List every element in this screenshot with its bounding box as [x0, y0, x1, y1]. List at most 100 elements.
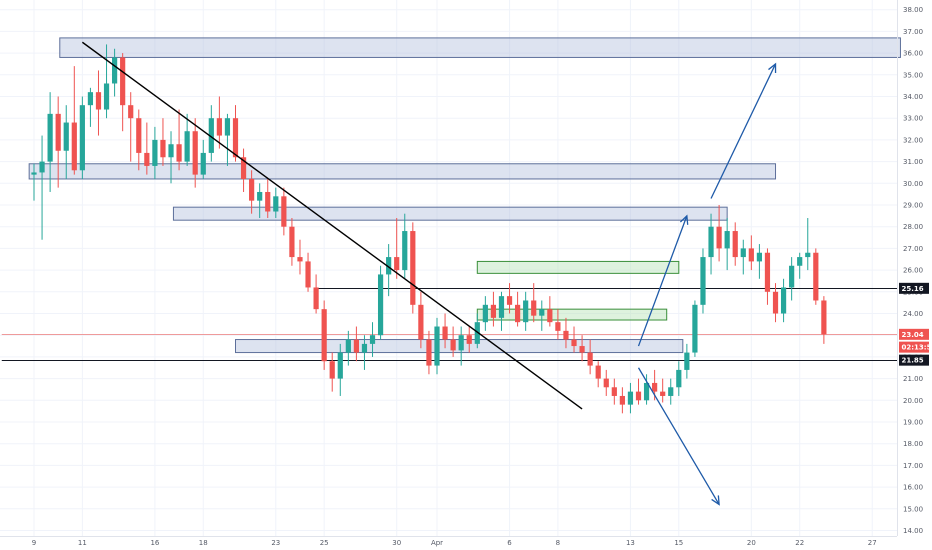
candle-body — [63, 122, 69, 151]
candle — [732, 222, 738, 266]
candle — [329, 352, 335, 392]
candle-body — [539, 309, 545, 316]
candle — [200, 139, 206, 179]
candle-body — [813, 252, 819, 301]
candle — [136, 109, 142, 171]
candle-body — [87, 92, 94, 106]
candle — [79, 96, 85, 179]
candle-body — [450, 339, 456, 351]
time-tick-label: 15 — [674, 539, 683, 547]
zone-rectangle — [59, 37, 901, 58]
candle — [708, 213, 714, 275]
candle — [71, 66, 77, 175]
candle-body — [152, 139, 158, 166]
candle — [474, 313, 480, 349]
candle-body — [313, 287, 319, 310]
candle — [305, 252, 311, 292]
candle-body — [305, 261, 311, 288]
candle — [587, 339, 593, 375]
candle-body — [249, 178, 255, 201]
time-tick-label: 16 — [150, 539, 159, 547]
candle-body — [466, 335, 472, 344]
drawings — [81, 41, 777, 506]
candle — [821, 296, 827, 344]
arrow-shaft — [637, 367, 720, 505]
zone-rectangle — [172, 206, 728, 221]
candle — [619, 387, 625, 414]
trendline — [81, 41, 583, 410]
price-tag-label: 21.85 — [902, 357, 924, 365]
candle — [208, 105, 214, 162]
arrow-shaft — [637, 215, 688, 347]
candle — [676, 361, 682, 396]
candle — [289, 218, 295, 266]
candle-body — [103, 83, 110, 110]
candle — [112, 48, 118, 97]
candle-body — [700, 257, 706, 305]
grid-lines — [0, 0, 897, 536]
price-tick-label: 20.00 — [903, 397, 923, 405]
candle — [523, 291, 529, 331]
candle — [232, 105, 239, 162]
candle — [797, 252, 803, 279]
candle-body — [289, 226, 295, 258]
price-tick-label: 26.00 — [903, 267, 923, 275]
candle — [168, 131, 174, 184]
candle-body — [490, 304, 497, 318]
candle — [756, 244, 762, 279]
candle-body — [136, 118, 142, 153]
candle-body — [353, 339, 359, 353]
candle — [716, 205, 722, 262]
candle — [128, 92, 134, 162]
candle-body — [55, 113, 61, 151]
candle — [458, 326, 464, 366]
time-tick-label: Apr — [431, 539, 443, 547]
candle — [144, 122, 150, 175]
candle — [63, 105, 69, 179]
candle-body — [474, 322, 480, 344]
candle — [498, 291, 505, 331]
candle-body — [216, 118, 222, 136]
candle-body — [184, 131, 190, 162]
candle-body — [297, 257, 303, 262]
time-tick-label: 25 — [320, 539, 329, 547]
candle — [95, 70, 102, 136]
candle — [724, 218, 730, 271]
candle-body — [458, 335, 464, 351]
candle — [764, 248, 771, 305]
candle-body — [232, 118, 239, 158]
candle-body — [337, 352, 343, 379]
candle-body — [587, 352, 593, 366]
candle — [603, 369, 609, 396]
candle-body — [95, 92, 102, 110]
candle-body — [394, 257, 400, 271]
candle-body — [555, 322, 561, 331]
candle — [490, 291, 497, 327]
candle — [426, 330, 432, 375]
candle-body — [200, 152, 206, 175]
candle — [740, 239, 746, 275]
candle-body — [257, 191, 263, 201]
candle — [813, 248, 819, 305]
candle — [418, 291, 424, 349]
candle — [39, 135, 45, 240]
candle — [772, 283, 779, 323]
price-tick-label: 14.00 — [903, 527, 923, 535]
candle-body — [39, 161, 45, 173]
time-tick-label: 20 — [747, 539, 756, 547]
price-tick-label: 24.00 — [903, 310, 923, 318]
candle-body — [224, 118, 231, 136]
candle-body — [619, 395, 625, 405]
candle-body — [112, 57, 118, 84]
candle — [579, 335, 585, 362]
candle-body — [660, 391, 666, 396]
candle — [466, 326, 472, 353]
candle-body — [31, 172, 37, 175]
candle-body — [386, 257, 392, 275]
candle-body — [547, 309, 553, 323]
zone-rectangle — [476, 260, 680, 274]
time-axis[interactable]: 9 11 16 18 23 25 30 Apr 6 8 13 15 20 22 27 — [32, 539, 877, 547]
candle — [273, 187, 279, 219]
candle-body — [361, 343, 368, 353]
